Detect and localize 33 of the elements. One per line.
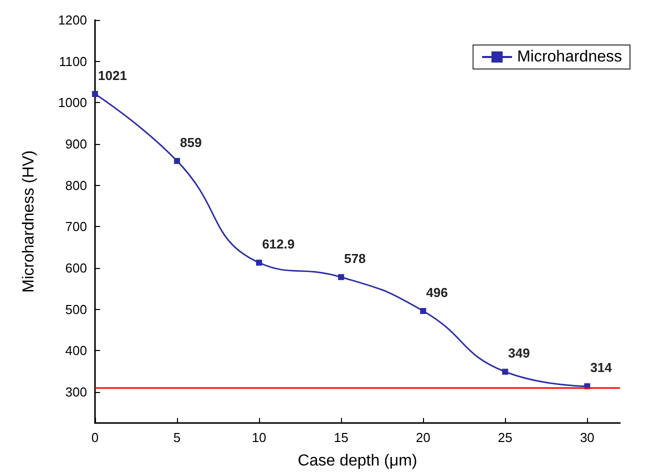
x-tick-label: 20: [416, 430, 430, 445]
data-label: 496: [426, 284, 448, 300]
y-tick-label: 900: [65, 136, 87, 152]
data-label: 859: [180, 134, 202, 150]
data-label: 612.9: [262, 236, 295, 252]
x-tick-label: 25: [498, 430, 512, 445]
data-label: 1021: [98, 68, 127, 83]
y-tick-label: 600: [65, 260, 87, 276]
x-tick-label: 15: [334, 430, 348, 445]
y-tick-label: 700: [65, 219, 87, 234]
x-tick-label: 30: [580, 430, 594, 445]
y-tick-label: 1000: [58, 95, 87, 110]
y-tick-label: 1100: [59, 54, 87, 69]
point: [338, 274, 344, 280]
point: [420, 308, 426, 314]
data-label: 314: [590, 360, 613, 376]
point: [256, 260, 262, 266]
y-axis-title: Microhardness (HV): [20, 150, 38, 293]
x-tick-label: 10: [252, 430, 266, 445]
y-tick-label: 1200: [58, 12, 87, 28]
x-tick-label: 0: [91, 430, 99, 445]
x-axis-title: Case depth (μm): [298, 452, 418, 470]
point: [92, 90, 98, 97]
x-tick-label: 5: [173, 430, 181, 445]
y-tick-label: 500: [65, 302, 87, 317]
y-tick-label: 400: [65, 343, 87, 358]
y-tick-label: 800: [65, 178, 87, 193]
point: [502, 368, 508, 375]
y-tick-label: 300: [65, 384, 87, 400]
legend-label: Microhardness: [517, 48, 622, 66]
data-label: 349: [508, 346, 530, 361]
point: [174, 158, 180, 164]
data-label: 578: [344, 251, 366, 266]
